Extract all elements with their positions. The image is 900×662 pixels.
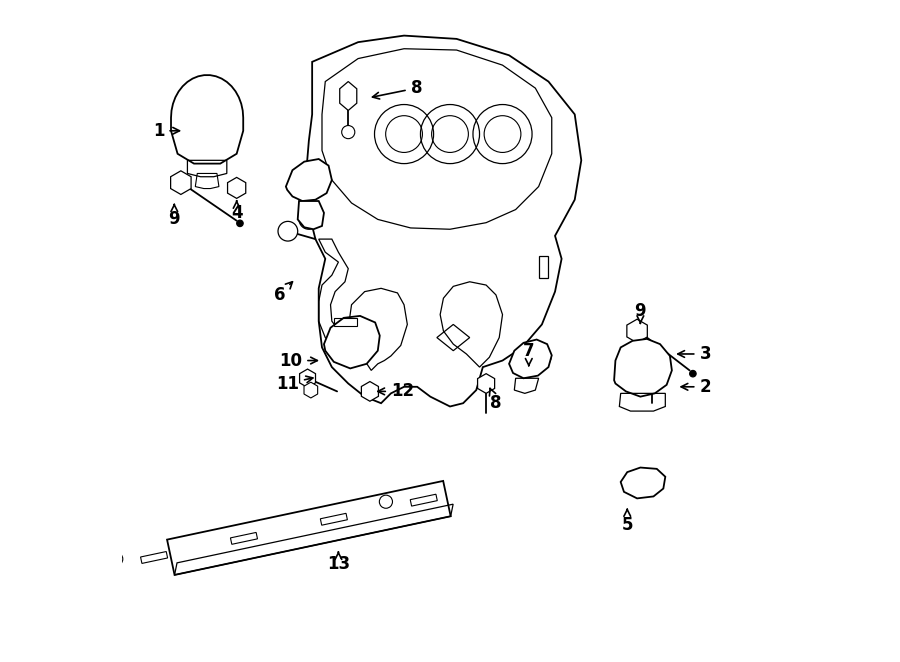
Text: 13: 13: [327, 552, 350, 573]
Polygon shape: [286, 159, 332, 201]
Text: 9: 9: [634, 303, 646, 323]
Text: 12: 12: [378, 383, 414, 401]
Circle shape: [278, 221, 298, 241]
Text: 6: 6: [274, 282, 292, 304]
Polygon shape: [306, 36, 581, 406]
Polygon shape: [304, 382, 318, 398]
Polygon shape: [339, 81, 356, 111]
Text: 9: 9: [168, 205, 180, 228]
Polygon shape: [362, 381, 378, 401]
Text: 1: 1: [153, 122, 179, 140]
Polygon shape: [300, 369, 316, 387]
Text: 7: 7: [523, 342, 535, 365]
Text: 3: 3: [678, 345, 711, 363]
Polygon shape: [298, 201, 324, 229]
Text: 10: 10: [279, 352, 318, 369]
Text: 2: 2: [681, 378, 711, 396]
Circle shape: [342, 126, 355, 138]
Text: 11: 11: [276, 375, 313, 393]
Polygon shape: [627, 319, 647, 343]
Polygon shape: [614, 339, 672, 397]
Polygon shape: [621, 467, 665, 498]
Polygon shape: [171, 75, 243, 164]
Text: 8: 8: [373, 79, 422, 99]
Polygon shape: [167, 481, 451, 575]
Polygon shape: [644, 352, 660, 369]
Circle shape: [237, 220, 243, 226]
Polygon shape: [171, 171, 191, 195]
Polygon shape: [324, 316, 380, 369]
Polygon shape: [478, 373, 495, 393]
Polygon shape: [509, 340, 552, 378]
Text: 5: 5: [622, 509, 633, 534]
Text: 8: 8: [490, 388, 501, 412]
Text: 4: 4: [230, 201, 242, 222]
Polygon shape: [228, 177, 246, 199]
Circle shape: [689, 370, 697, 377]
